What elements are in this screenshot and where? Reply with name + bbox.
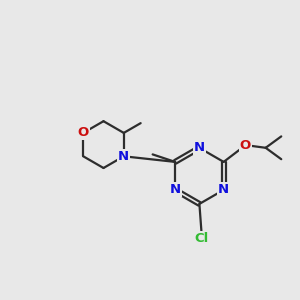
Text: Cl: Cl (194, 232, 208, 245)
Text: O: O (240, 139, 251, 152)
Text: O: O (78, 126, 89, 140)
Text: N: N (169, 183, 181, 196)
Text: N: N (218, 183, 229, 196)
Text: N: N (194, 141, 205, 154)
Text: N: N (118, 150, 129, 163)
